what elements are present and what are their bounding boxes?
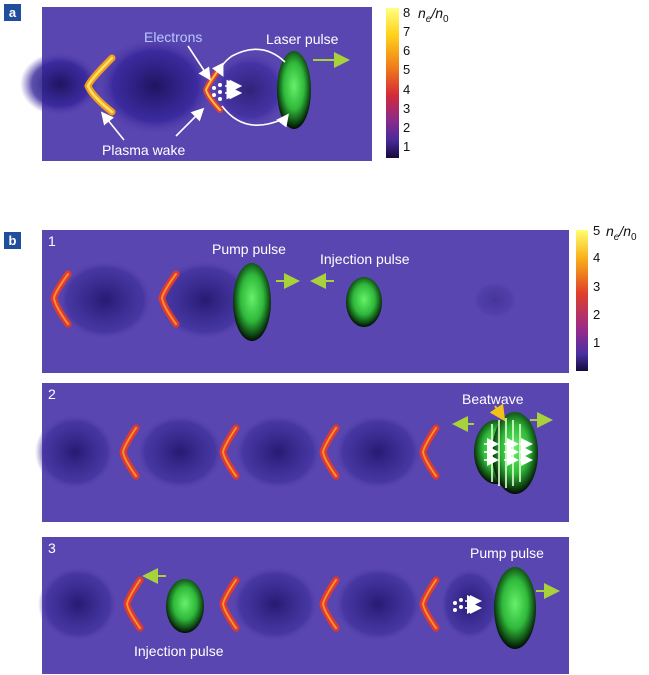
- panel-a-label-plasma-wake: Plasma wake: [102, 142, 185, 158]
- panel-a-colorbar: [386, 8, 399, 158]
- frame-2-label-beatwave: Beatwave: [462, 391, 524, 407]
- colorbar-b-tick: 4: [593, 250, 601, 265]
- panel-b-badge: b: [4, 232, 21, 249]
- panel-a-badge: a: [4, 4, 21, 21]
- colorbar-a-tick: 3: [403, 101, 411, 116]
- panel-a-cavity: [95, 36, 215, 136]
- panel-a-laser-pulse: [277, 51, 311, 129]
- colorbar-a-tick: 8: [403, 5, 411, 20]
- frame-2-number: 2: [48, 386, 56, 402]
- frame-3-wake-spikes: [123, 576, 440, 632]
- panel-a-label-electrons: Electrons: [144, 29, 202, 45]
- unit-n: n: [418, 5, 426, 21]
- frame-1-injection-pulse: [346, 277, 382, 327]
- panel-a-wake-arrow: [175, 107, 205, 137]
- unit-sub-e: e: [613, 231, 620, 243]
- unit-sub-e: e: [425, 13, 432, 25]
- panel-a-electron-arrows: [225, 79, 243, 100]
- panel-a-cavity: [210, 52, 290, 128]
- frame-3-cavity: [231, 566, 319, 642]
- frame-1-cavity: [473, 282, 517, 318]
- frame-1-label-pump-pulse: Pump pulse: [212, 241, 286, 257]
- colorbar-b-tick: 1: [593, 335, 601, 350]
- colorbar-a-unit: ne/n0: [418, 5, 449, 25]
- unit-sub-0: 0: [631, 231, 637, 243]
- unit-n: n: [623, 223, 632, 239]
- colorbar-b-tick: 5: [593, 223, 601, 238]
- frame-3-cavity: [440, 568, 500, 640]
- frame-3-cavity: [38, 566, 118, 642]
- frame-1-wake-spike: [160, 273, 177, 325]
- panel-a-wake-arrow: [100, 111, 125, 141]
- colorbar-b-tick: 2: [593, 307, 601, 322]
- panel-a-wake-spike: [86, 56, 114, 114]
- frame-3-pump-pulse: [494, 567, 536, 649]
- colorbar-b-unit: ne/n0: [606, 223, 637, 243]
- panel-a-curved-arrow: [211, 48, 286, 77]
- frame-3-electron-arrows: [465, 595, 482, 614]
- colorbar-a-tick: 2: [403, 120, 411, 135]
- colorbar-a-tick: 1: [403, 139, 411, 154]
- frame-1-number: 1: [48, 233, 56, 249]
- unit-n: n: [435, 5, 444, 21]
- colorbar-a-tick: 7: [403, 24, 411, 39]
- frame-2-cavity: [334, 414, 422, 490]
- panel-a-electron-pointer: [187, 45, 211, 81]
- frame-1-cavity: [57, 260, 153, 340]
- frame-1-cavity: [157, 260, 253, 340]
- panel-a-label-laser-pulse: Laser pulse: [266, 31, 339, 47]
- frame-2-cavity: [35, 414, 115, 490]
- colorbar-b-tick: 3: [593, 279, 601, 294]
- frame-3-number: 3: [48, 540, 56, 556]
- frame-2-cavity: [234, 414, 322, 490]
- unit-n: n: [606, 223, 614, 239]
- frame-3-injection-pulse: [166, 579, 204, 633]
- frame-1-label-injection-pulse: Injection pulse: [320, 251, 410, 267]
- frame-3-label-pump-pulse: Pump pulse: [470, 545, 544, 561]
- frame-1-wake-spike: [52, 273, 69, 325]
- panel-a-curved-arrow: [221, 105, 289, 128]
- frame-1-pump-pulse: [233, 263, 271, 341]
- colorbar-a-tick: 6: [403, 43, 411, 58]
- frame-2-wake-spikes: [119, 424, 440, 480]
- panel-a-cavity: [20, 52, 100, 116]
- colorbar-a-tick: 5: [403, 62, 411, 77]
- colorbar-a-tick: 4: [403, 82, 411, 97]
- frame-3-label-injection-pulse: Injection pulse: [134, 643, 224, 659]
- panel-b-colorbar: [576, 230, 588, 371]
- unit-sub-0: 0: [443, 13, 449, 25]
- frame-2-electron-arrows: [484, 438, 533, 466]
- frame-2-beatwave-pointer: [489, 403, 506, 422]
- panel-a-electrons: [212, 83, 222, 101]
- frame-3-electrons: [453, 598, 463, 612]
- frame-3-cavity: [334, 566, 422, 642]
- frame-2-cavity: [136, 414, 224, 490]
